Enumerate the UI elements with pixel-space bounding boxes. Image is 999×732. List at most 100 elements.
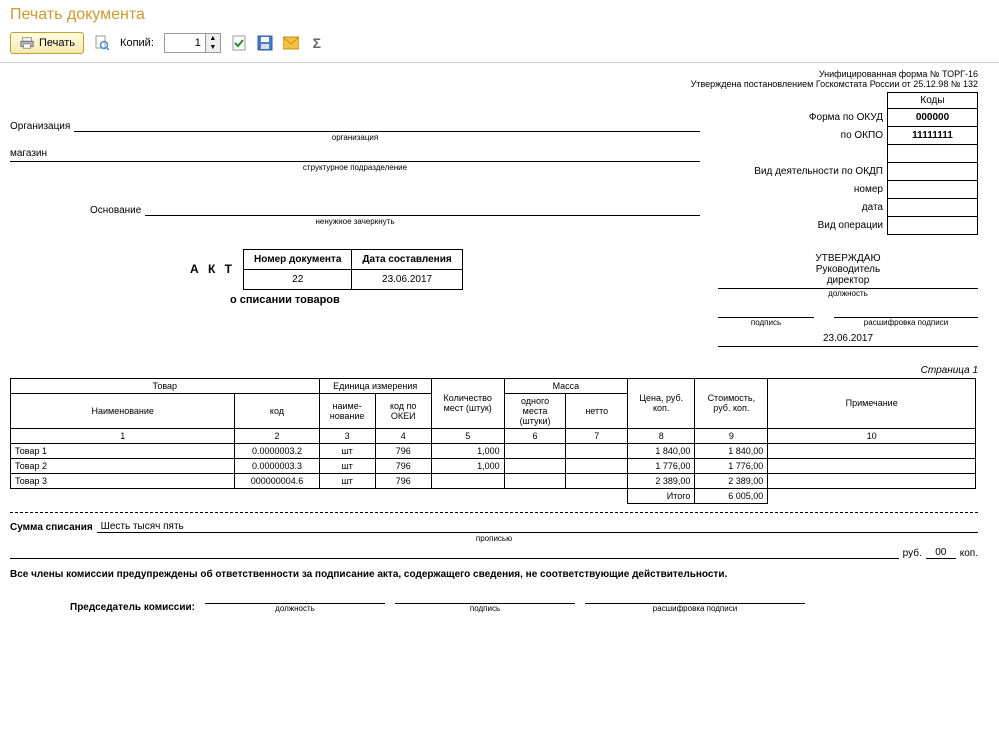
- chairman-label: Председатель комиссии:: [70, 602, 195, 613]
- col-num: 6: [504, 428, 566, 443]
- sigma-icon[interactable]: Σ: [309, 35, 325, 51]
- oper-value: [888, 216, 978, 234]
- th-code: код: [235, 393, 319, 428]
- cell-okei: 796: [375, 473, 431, 488]
- cell-cost: 1 840,00: [695, 443, 768, 458]
- chair-decode-cap: расшифровка подписи: [585, 604, 805, 613]
- nomer-value: [888, 180, 978, 198]
- org-value: [74, 118, 700, 132]
- col-num: 8: [628, 428, 695, 443]
- th-price: Цена, руб. коп.: [628, 378, 695, 428]
- warning-note: Все члены комиссии предупреждены об отве…: [10, 569, 978, 580]
- th-okei: код по ОКЕИ: [375, 393, 431, 428]
- cell-mass_one: [504, 473, 566, 488]
- basis-value: [145, 202, 700, 216]
- col-num: 5: [431, 428, 504, 443]
- kop-value: 00: [926, 547, 956, 559]
- th-qty: Количество мест (штук): [431, 378, 504, 428]
- cell-unit: шт: [319, 473, 375, 488]
- basis-label: Основание: [90, 205, 141, 216]
- th-unit: Единица измерения: [319, 378, 431, 393]
- cell-cost: 1 776,00: [695, 458, 768, 473]
- printer-icon: [19, 35, 35, 51]
- cell-mass_one: [504, 458, 566, 473]
- approve-decode-cap: расшифровка подписи: [834, 318, 978, 327]
- spin-up-icon[interactable]: ▲: [206, 34, 220, 43]
- cell-note: [768, 458, 976, 473]
- table-row: Товар 20.0000003.3шт7961,000 1 776,001 77…: [11, 458, 976, 473]
- cell-okei: 796: [375, 458, 431, 473]
- print-button[interactable]: Печать: [10, 32, 84, 54]
- cell-mass_net: [566, 443, 628, 458]
- total-value: 6 005,00: [695, 488, 768, 503]
- col-num: 7: [566, 428, 628, 443]
- cell-mass_one: [504, 443, 566, 458]
- cell-code: 0.0000003.3: [235, 458, 319, 473]
- okdp-label: Вид деятельности по ОКДП: [750, 162, 887, 180]
- th-name: Наименование: [11, 393, 235, 428]
- kop-label: коп.: [960, 548, 978, 559]
- okud-label: Форма по ОКУД: [750, 108, 887, 126]
- page-title: Печать документа: [10, 6, 145, 23]
- act-docnum: 22: [244, 269, 352, 289]
- data-value: [888, 198, 978, 216]
- col-num: 3: [319, 428, 375, 443]
- rub-label: руб.: [903, 548, 922, 559]
- cell-note: [768, 443, 976, 458]
- act-docdate: 23.06.2017: [352, 269, 462, 289]
- document-canvas: Унифицированная форма № ТОРГ-16 Утвержде…: [0, 63, 988, 623]
- data-label: дата: [750, 198, 887, 216]
- col-num: 1: [11, 428, 235, 443]
- approve-date: 23.06.2017: [718, 333, 978, 347]
- cell-mass_net: [566, 473, 628, 488]
- copies-input[interactable]: [165, 34, 205, 52]
- sheet-check-icon[interactable]: [231, 35, 247, 51]
- cell-unit: шт: [319, 458, 375, 473]
- cell-code: 000000004.6: [235, 473, 319, 488]
- form-line2: Утверждена постановлением Госкомстата Ро…: [10, 79, 978, 89]
- store-caption: структурное подразделение: [10, 163, 700, 172]
- chair-pos-cap: должность: [205, 604, 385, 613]
- table-row: Товар 3000000004.6шт796 2 389,002 389,00: [11, 473, 976, 488]
- form-line1: Унифицированная форма № ТОРГ-16: [10, 69, 978, 79]
- spin-down-icon[interactable]: ▼: [206, 43, 220, 52]
- org-caption: организация: [10, 133, 700, 142]
- act-meta-table: Номер документа Дата составления 22 23.0…: [243, 249, 463, 290]
- col-num: 10: [768, 428, 976, 443]
- th-mass: Масса: [504, 378, 627, 393]
- total-label: Итого: [628, 488, 695, 503]
- mail-icon[interactable]: [283, 35, 299, 51]
- cell-code: 0.0000003.2: [235, 443, 319, 458]
- col-num: 2: [235, 428, 319, 443]
- cell-mass_net: [566, 458, 628, 473]
- approve-position: директор: [718, 275, 978, 289]
- cell-okei: 796: [375, 443, 431, 458]
- okud-value: 000000: [888, 108, 978, 126]
- act-title: А К Т: [190, 262, 235, 276]
- approve-block: УТВЕРЖДАЮ Руководитель директор должност…: [718, 253, 978, 347]
- save-icon[interactable]: [257, 35, 273, 51]
- store-value: магазин: [10, 148, 700, 162]
- page-number: Страница 1: [10, 365, 978, 376]
- cell-qty: [431, 473, 504, 488]
- cell-name: Товар 2: [11, 458, 235, 473]
- print-button-label: Печать: [39, 37, 75, 49]
- cell-name: Товар 1: [11, 443, 235, 458]
- cell-qty: 1,000: [431, 458, 504, 473]
- th-mass-one: одного места (штуки): [504, 393, 566, 428]
- preview-icon[interactable]: [94, 35, 110, 51]
- copies-stepper[interactable]: ▲ ▼: [164, 33, 221, 53]
- th-note: Примечание: [768, 378, 976, 428]
- nomer-label: номер: [750, 180, 887, 198]
- codes-table: Коды Форма по ОКУД000000 по ОКПО11111111…: [750, 92, 978, 235]
- org-label: Организация: [10, 121, 70, 132]
- cell-cost: 2 389,00: [695, 473, 768, 488]
- approve-title: УТВЕРЖДАЮ: [718, 253, 978, 264]
- cell-unit: шт: [319, 443, 375, 458]
- cell-price: 1 840,00: [628, 443, 695, 458]
- cell-price: 1 776,00: [628, 458, 695, 473]
- table-row: Товар 10.0000003.2шт7961,0001 840,001 84…: [11, 443, 976, 458]
- cell-price: 2 389,00: [628, 473, 695, 488]
- cell-name: Товар 3: [11, 473, 235, 488]
- col-num: 9: [695, 428, 768, 443]
